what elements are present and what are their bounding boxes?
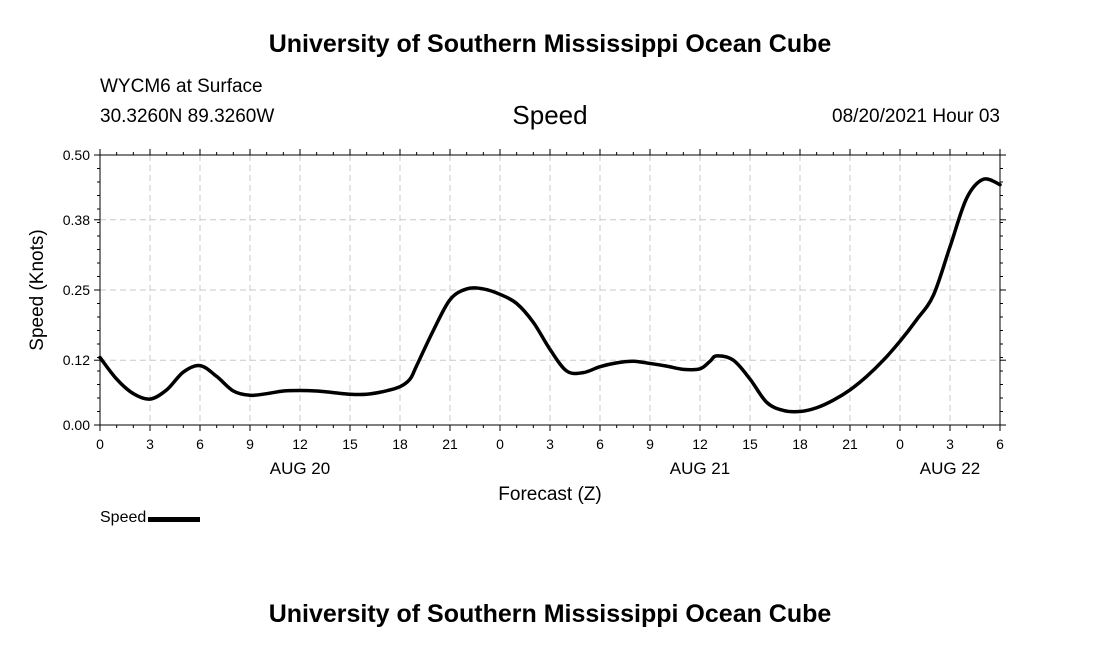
x-tick-label: 0 (96, 436, 104, 452)
coordinates-label: 30.3260N 89.3260W (100, 106, 275, 127)
x-tick-label: 6 (596, 436, 604, 452)
x-tick-label: 12 (292, 436, 308, 452)
legend-swatch-speed (148, 517, 201, 522)
x-axis-label: Forecast (Z) (498, 484, 601, 505)
forecast-datetime: 08/20/2021 Hour 03 (832, 106, 1000, 127)
x-tick-label: 21 (442, 436, 458, 452)
x-tick-label: 15 (342, 436, 358, 452)
x-tick-label: 6 (196, 436, 204, 452)
y-axis-label: Speed (Knots) (27, 229, 48, 350)
footer-title: University of Southern Mississippi Ocean… (268, 600, 832, 628)
station-label: WYCM6 at Surface (100, 76, 263, 97)
y-tick-label: 0.38 (63, 212, 90, 228)
x-tick-label: 18 (392, 436, 408, 452)
x-tick-label: 3 (146, 436, 154, 452)
plot-frame (99, 154, 1001, 426)
legend-label-speed: Speed (100, 509, 147, 526)
x-tick-label: 15 (742, 436, 758, 452)
y-tick-label: 0.12 (63, 352, 90, 368)
x-tick-label: 6 (996, 436, 1004, 452)
day-label: AUG 22 (920, 459, 980, 478)
x-tick-label: 18 (792, 436, 808, 452)
x-tick-label: 0 (896, 436, 904, 452)
x-tick-label: 21 (842, 436, 858, 452)
day-label: AUG 21 (670, 459, 730, 478)
x-tick-label: 0 (496, 436, 504, 452)
day-label: AUG 20 (270, 459, 330, 478)
y-tick-label: 0.00 (63, 417, 90, 433)
x-tick-label: 9 (646, 436, 654, 452)
series-layer (98, 177, 1002, 414)
x-tick-label: 12 (692, 436, 708, 452)
x-tick-label: 3 (946, 436, 954, 452)
y-tick-label: 0.25 (63, 282, 90, 298)
x-tick-label: 3 (546, 436, 554, 452)
page-title: University of Southern Mississippi Ocean… (268, 30, 832, 58)
series-line-speed (98, 177, 1002, 414)
chart-title: Speed (512, 100, 588, 130)
y-tick-label: 0.50 (63, 147, 90, 163)
x-tick-label: 9 (246, 436, 254, 452)
tick-labels: 0 3 6 9 12 15 18 21 0 3 6 9 12 15 18 21 0 3 6 0.00 0.12 0.25 0… (63, 147, 1004, 478)
legend: Speed (100, 509, 201, 527)
grid-lines (100, 155, 1000, 425)
